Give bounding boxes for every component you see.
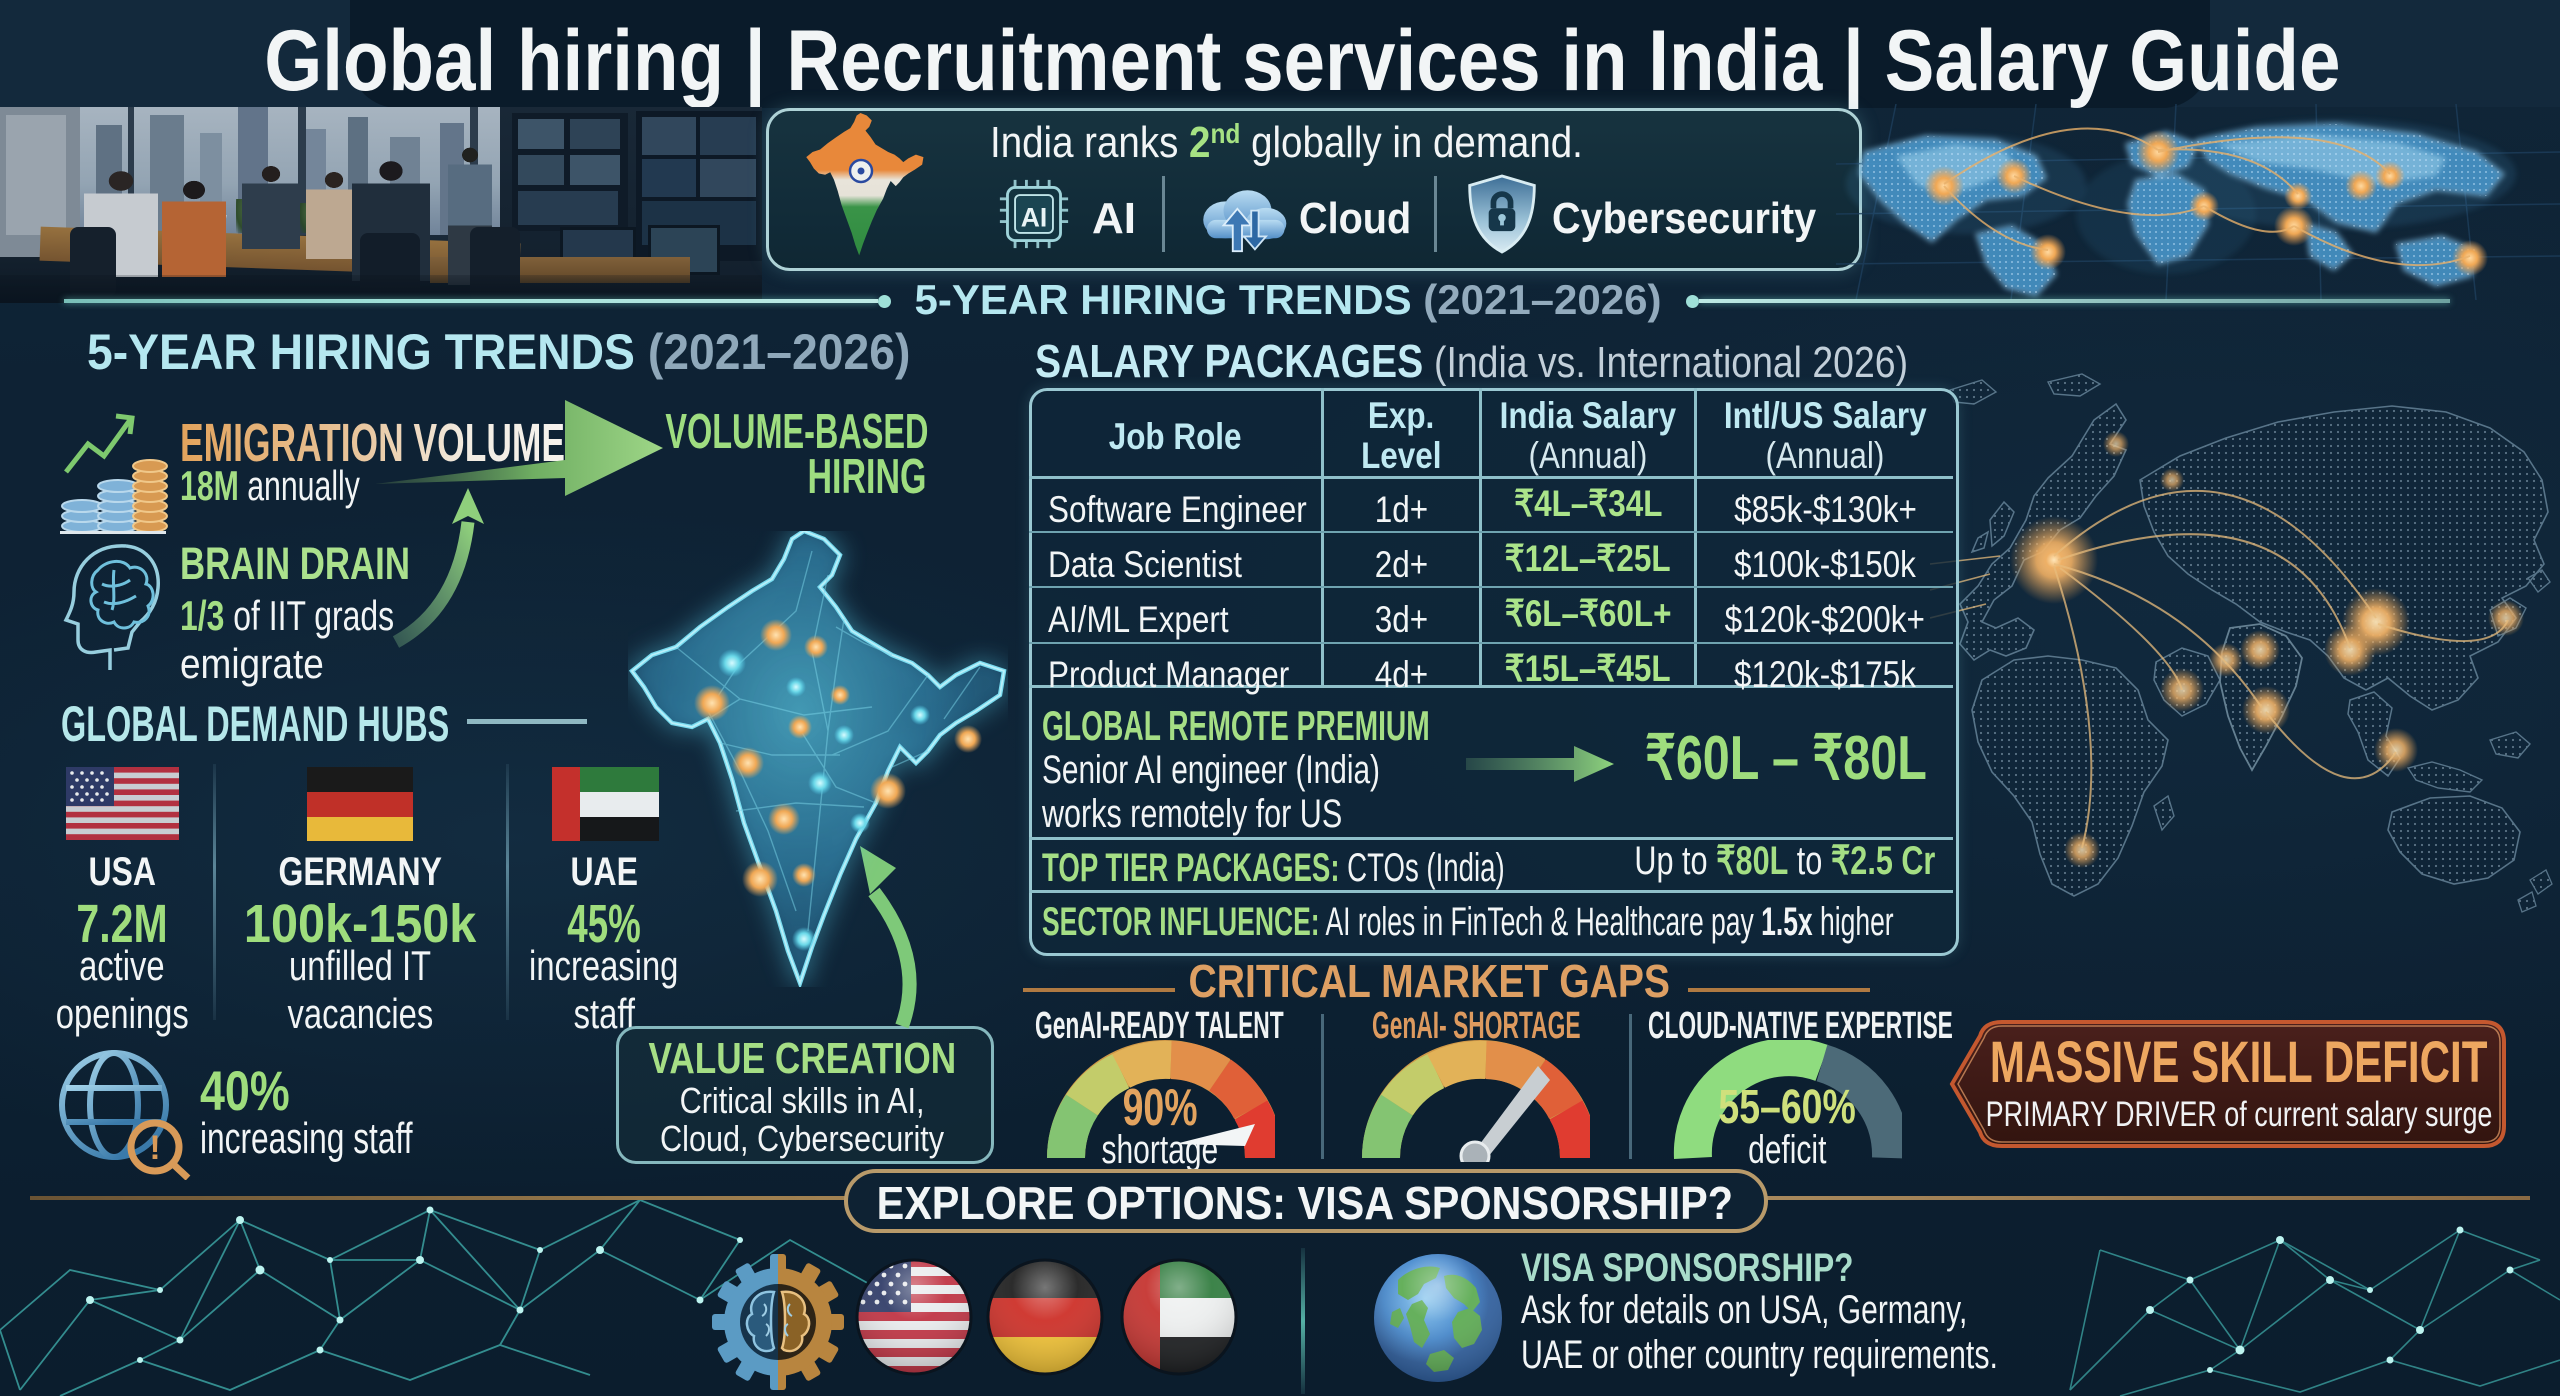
svg-text:!: ! [149,1129,160,1167]
svg-text:AI: AI [1021,202,1048,232]
